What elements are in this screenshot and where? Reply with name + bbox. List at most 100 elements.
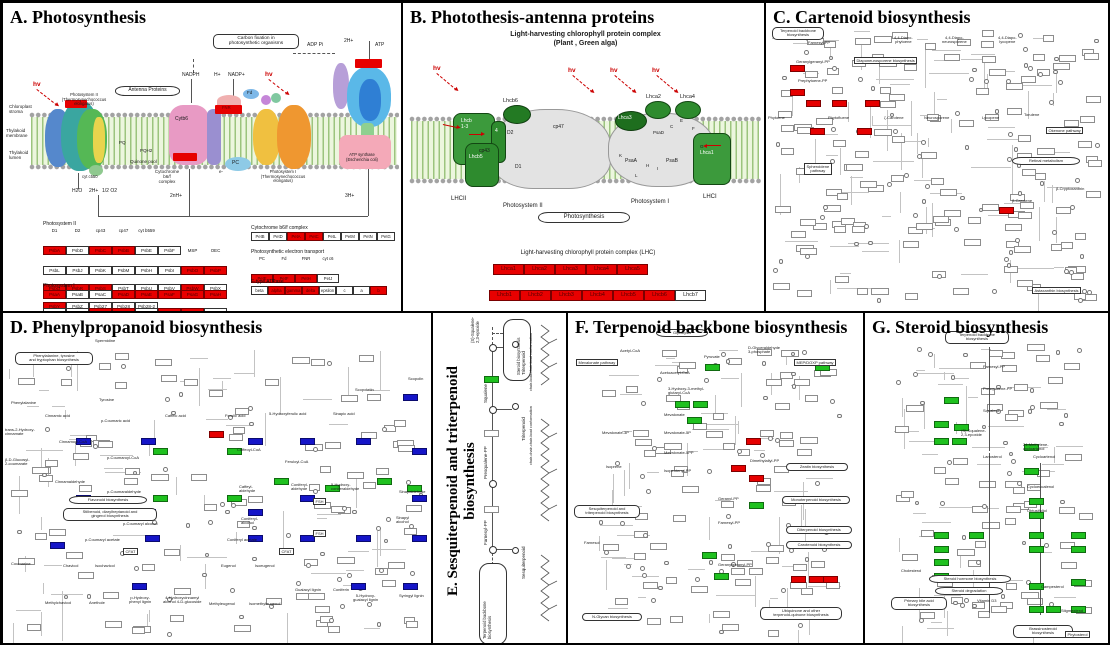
pathway-texture-line bbox=[311, 573, 347, 575]
map-label: Ferulic acid bbox=[225, 413, 246, 418]
pathway-texture-line bbox=[329, 424, 349, 426]
pathway-texture-line bbox=[687, 569, 705, 571]
pathway-texture-compound bbox=[166, 632, 172, 638]
gene-box bbox=[227, 448, 242, 455]
gene-box bbox=[351, 583, 366, 590]
pathway-texture-box bbox=[1037, 68, 1051, 76]
pathway-texture-box bbox=[723, 443, 736, 451]
map-label: Lycopene bbox=[982, 115, 1000, 120]
pathway-texture-line bbox=[829, 47, 831, 60]
map-label: Photosystem II (Thermosynechococcus elon… bbox=[61, 92, 107, 107]
map-label: p-Coumaroyl-CoA bbox=[107, 455, 140, 460]
subunit-cell: a bbox=[353, 286, 370, 295]
pathway-texture-compound bbox=[603, 549, 609, 555]
pathway-texture-box bbox=[1047, 376, 1063, 384]
pathway-texture-compound bbox=[969, 77, 974, 83]
pathway-texture-compound bbox=[406, 479, 412, 485]
map-label: Phenylalanine bbox=[11, 400, 37, 405]
map-label: NADP+ bbox=[228, 72, 245, 78]
pathway-texture-box bbox=[880, 100, 896, 108]
pathway-texture-box bbox=[880, 87, 892, 95]
table-header-row: MSP OEC bbox=[43, 248, 227, 266]
table-row: PsaA PsaB PsaC PsaD PsaE PsaF PsaG PsaH bbox=[43, 290, 227, 308]
map-label: Photosynthesis bbox=[538, 212, 630, 223]
pathway-texture-compound bbox=[376, 525, 382, 531]
pathway-texture-line bbox=[971, 447, 1006, 449]
pathway-texture-compound bbox=[132, 470, 138, 476]
pathway-texture-box bbox=[1005, 414, 1018, 422]
pathway-texture-line bbox=[608, 608, 629, 610]
connector-line bbox=[233, 79, 234, 99]
pathway-texture-line bbox=[987, 138, 1020, 140]
pathway-texture-box bbox=[1063, 119, 1079, 127]
map-label: Isochavicol bbox=[95, 563, 115, 568]
map-label: Vitamin D3 bbox=[977, 598, 997, 603]
complex-shape bbox=[225, 157, 251, 171]
pathway-texture-line bbox=[346, 569, 364, 571]
pathway-texture-compound bbox=[252, 556, 258, 562]
pathway-texture-line bbox=[347, 551, 369, 553]
map-label: Primary bile acid biosynthesis bbox=[891, 597, 947, 610]
pathway-texture-line bbox=[871, 124, 912, 126]
subunit-cell: delta bbox=[302, 286, 319, 295]
pathway-texture-compound bbox=[1063, 269, 1069, 274]
pathway-texture-box bbox=[873, 128, 892, 136]
table-row: Lhcb1 Lhcb2 Lhcb3 Lhcb4 Lhcb5 Lhcb6 Lhcb7 bbox=[489, 290, 706, 308]
pathway-texture-compound bbox=[248, 406, 253, 411]
pathway-texture-compound bbox=[775, 438, 780, 444]
molecule-structure bbox=[540, 418, 558, 522]
map-label: Retinal metabolism bbox=[1012, 157, 1080, 166]
column-header: D2 bbox=[74, 228, 81, 233]
pathway-texture-line bbox=[894, 141, 926, 143]
subunit-cell: PetF bbox=[273, 274, 295, 283]
pathway-texture-box bbox=[132, 626, 145, 634]
pathway-texture-compound bbox=[1053, 69, 1058, 75]
pathway-texture-compound bbox=[976, 560, 982, 566]
pathway-texture-line bbox=[65, 410, 67, 419]
pathway-texture-compound bbox=[1021, 540, 1027, 546]
map-label: Okenone pathway bbox=[1046, 127, 1084, 135]
pathway-texture-box bbox=[633, 430, 649, 438]
pathway-texture-line bbox=[798, 375, 800, 401]
subunit-cell: PsaA bbox=[43, 290, 66, 299]
gene-box bbox=[832, 100, 847, 107]
pathway-texture-box bbox=[191, 473, 207, 481]
pathway-texture-box bbox=[759, 430, 774, 438]
connector-line bbox=[189, 169, 190, 216]
pathway-texture-compound bbox=[120, 363, 126, 369]
pathway-texture-box bbox=[800, 218, 816, 226]
pathway-texture-line bbox=[709, 516, 711, 541]
pathway-texture-line bbox=[316, 517, 328, 519]
pathway-texture-box bbox=[860, 180, 877, 188]
complex-shape bbox=[93, 117, 105, 163]
pathway-texture-box bbox=[327, 625, 340, 633]
pathway-texture-line bbox=[921, 156, 923, 179]
pathway-texture-compound bbox=[614, 461, 620, 467]
pathway-texture-box bbox=[1035, 354, 1051, 362]
pathway-texture-compound bbox=[1006, 263, 1012, 269]
atpase-table: beta alpha gamma delta epsilon c a b bbox=[251, 286, 387, 304]
pathway-texture-box bbox=[963, 239, 981, 247]
pathway-texture-box bbox=[1088, 159, 1102, 167]
pathway-texture-line bbox=[950, 118, 952, 133]
pathway-texture-line bbox=[899, 537, 901, 553]
pathway-texture-box bbox=[1084, 52, 1100, 60]
pathway-texture-line bbox=[987, 74, 989, 93]
pathway-texture-line bbox=[902, 625, 904, 643]
subunit-cell: PetM bbox=[341, 232, 359, 241]
pathway-texture-compound bbox=[731, 561, 737, 567]
pathway-texture-box bbox=[767, 630, 780, 638]
map-label: PsaA bbox=[625, 158, 637, 164]
pathway-texture-line bbox=[283, 510, 285, 550]
panel-antenna-proteins: B. Photothesis-antenna proteins Light-ha… bbox=[402, 2, 765, 312]
map-label: Diterpenoid biosynthesis bbox=[786, 526, 852, 535]
pathway-texture-box bbox=[104, 621, 123, 629]
gene-box bbox=[412, 495, 427, 502]
pathway-texture-line bbox=[917, 38, 929, 40]
gene-box bbox=[934, 421, 949, 428]
pathway-texture-box bbox=[888, 94, 905, 102]
subunit-cell: Lhca3 bbox=[555, 264, 586, 275]
gene-box bbox=[412, 448, 427, 455]
map-label: Lhca2 bbox=[646, 94, 661, 100]
gene-box bbox=[248, 535, 263, 542]
